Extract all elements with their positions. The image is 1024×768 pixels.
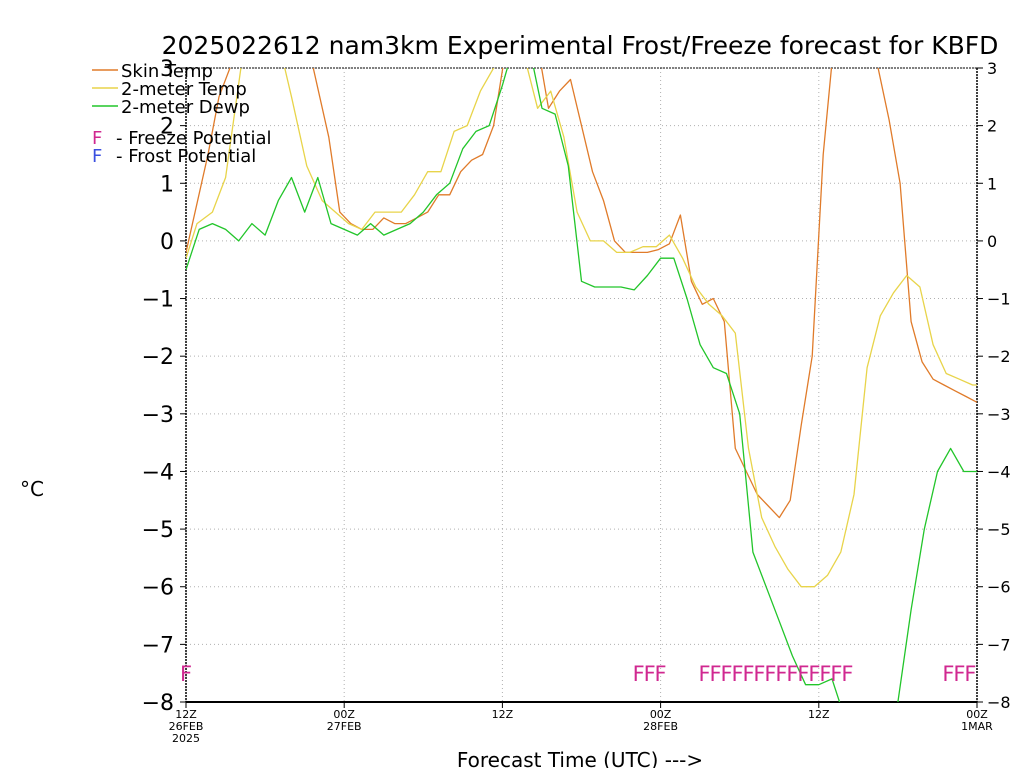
- y-tick-label-left: −6: [142, 576, 174, 601]
- freeze-marker: F: [953, 662, 965, 686]
- frost-legend-letter: F: [92, 146, 102, 167]
- y-ticks-right: 3 2 1 0 −1 −2 −3 −4 −5 −6 −7 −8: [977, 59, 1011, 712]
- freeze-marker: F: [633, 662, 645, 686]
- freeze-marker: F: [841, 662, 853, 686]
- legend-label: Skin Temp: [121, 61, 213, 82]
- grid: [185, 67, 978, 703]
- y-tick-label-left: 2: [160, 115, 174, 140]
- x-axis-label: Forecast Time (UTC) --->: [457, 748, 703, 768]
- freeze-marker: F: [644, 662, 656, 686]
- x-tick-label: 00Z: [966, 708, 988, 721]
- y-tick-label-left: −7: [142, 633, 174, 658]
- x-tick-label: 12Z: [808, 708, 830, 721]
- freeze-marker: F: [808, 662, 820, 686]
- y-tick-label-right: 1: [987, 174, 997, 193]
- y-tick-label-left: −3: [142, 403, 174, 428]
- freeze-marker: F: [797, 662, 809, 686]
- y-tick-label-left: 0: [160, 230, 174, 255]
- y-tick-label-right: −8: [987, 693, 1011, 712]
- dewp-2m-line: [186, 68, 977, 702]
- freeze-marker: F: [709, 662, 721, 686]
- y-tick-label-right: 3: [987, 59, 997, 78]
- y-tick-label-left: −1: [142, 288, 174, 313]
- chart-title: 2025022612 nam3km Experimental Frost/Fre…: [162, 31, 999, 60]
- x-tick-label: 1MAR: [961, 720, 993, 733]
- freeze-marker: F: [764, 662, 776, 686]
- x-tick-label: 12Z: [492, 708, 514, 721]
- freeze-legend-label: - Freeze Potential: [116, 128, 272, 149]
- freeze-marker: F: [742, 662, 754, 686]
- y-tick-label-right: −7: [987, 635, 1011, 654]
- frost-legend-label: - Frost Potential: [116, 146, 256, 167]
- axes: [185, 67, 978, 703]
- x-tick-label: 26FEB: [169, 720, 204, 733]
- y-tick-label-right: −6: [987, 578, 1011, 597]
- freeze-marker: F: [180, 662, 192, 686]
- y-tick-label-left: −8: [142, 691, 174, 716]
- y-tick-label-right: −1: [987, 290, 1011, 309]
- y-axis-label: °C: [20, 477, 44, 501]
- y-tick-label-right: −4: [987, 462, 1011, 481]
- freeze-marker: F: [819, 662, 831, 686]
- freeze-marker: F: [775, 662, 787, 686]
- x-tick-label: 12Z: [175, 708, 197, 721]
- y-tick-label-left: 3: [160, 57, 174, 82]
- freeze-marker: F: [720, 662, 732, 686]
- y-tick-label-right: 2: [987, 117, 997, 136]
- series-lines: [186, 68, 977, 702]
- freeze-marker: F: [731, 662, 743, 686]
- x-tick-label: 27FEB: [327, 720, 362, 733]
- freeze-marker: F: [753, 662, 765, 686]
- y-tick-label-left: 1: [160, 172, 174, 197]
- x-tick-label: 28FEB: [643, 720, 678, 733]
- y-tick-label-left: −5: [142, 518, 174, 543]
- legend-label: 2-meter Dewp: [121, 97, 250, 118]
- y-tick-label-left: −4: [142, 460, 174, 485]
- y-tick-label-right: −3: [987, 405, 1011, 424]
- x-tick-label: 00Z: [650, 708, 672, 721]
- freeze-legend-letter: F: [92, 128, 102, 149]
- y-ticks-left: 3 2 1 0 −1 −2 −3 −4 −5 −6 −7 −8: [142, 57, 186, 716]
- freeze-marker: F: [942, 662, 954, 686]
- skin-temp-line: [186, 68, 977, 519]
- freeze-marker: F: [830, 662, 842, 686]
- x-tick-label: 00Z: [333, 708, 355, 721]
- y-tick-label-right: 0: [987, 232, 997, 251]
- freeze-marker: F: [698, 662, 710, 686]
- freeze-marker: F: [964, 662, 976, 686]
- legend-label: 2-meter Temp: [121, 79, 247, 100]
- y-tick-label-right: −5: [987, 520, 1011, 539]
- freeze-marker: F: [655, 662, 667, 686]
- x-tick-label: 2025: [172, 732, 200, 745]
- freeze-marker: F: [786, 662, 798, 686]
- y-tick-label-left: −2: [142, 345, 174, 370]
- y-tick-label-right: −2: [987, 347, 1011, 366]
- temp-2m-line: [186, 68, 977, 588]
